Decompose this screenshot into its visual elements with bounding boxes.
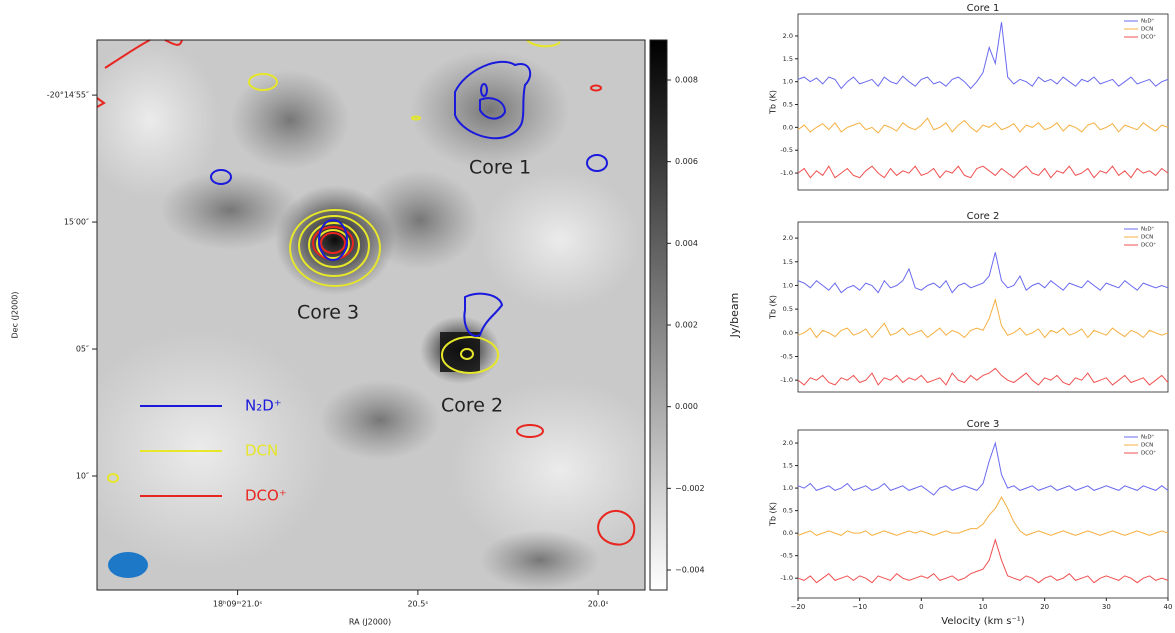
legend-label: DCN bbox=[1141, 235, 1153, 241]
figure: Dec (J2000) RA (J2000) Jy/beam 18ʰ09ᵐ21.… bbox=[0, 0, 1175, 633]
beam bbox=[108, 552, 148, 578]
y-tick-label: 1.0 bbox=[783, 78, 793, 86]
y-tick-label: -0.5 bbox=[780, 552, 793, 560]
intensity-image bbox=[70, 40, 670, 590]
y-tick-label: 0.0 bbox=[783, 329, 793, 337]
legend-label: N₂D⁺ bbox=[1141, 434, 1155, 441]
y-axis-label: Tb (K) bbox=[769, 90, 778, 115]
y-tick-label: 10″ bbox=[76, 471, 89, 480]
y-tick-label: -1.0 bbox=[780, 376, 793, 384]
y-tick-label: -20°14′55″ bbox=[47, 91, 89, 100]
spectrum-line bbox=[798, 540, 1168, 583]
y-tick-label: 1.5 bbox=[783, 462, 793, 470]
colorbar-tick-label: 0.004 bbox=[675, 239, 698, 248]
x-tick-label: 40 bbox=[1164, 603, 1173, 611]
colorbar bbox=[650, 40, 667, 590]
colorbar-tick-label: 0.000 bbox=[675, 402, 698, 411]
legend-label: N₂D⁺ bbox=[1141, 18, 1155, 25]
y-tick-label: -1.0 bbox=[780, 574, 793, 582]
legend-label: N₂D⁺ bbox=[245, 397, 282, 415]
legend-label: DCO⁺ bbox=[1141, 450, 1156, 457]
panel-title: Core 2 bbox=[967, 211, 1000, 222]
legend-label: DCO⁺ bbox=[1141, 242, 1156, 249]
y-tick-label: 05″ bbox=[76, 345, 89, 354]
y-tick-label: 0.0 bbox=[783, 529, 793, 537]
legend-label: DCO⁺ bbox=[1141, 34, 1156, 41]
y-tick-label: 0.5 bbox=[783, 305, 793, 313]
y-tick-label: 1.5 bbox=[783, 55, 793, 63]
x-tick-label: 20.5ˢ bbox=[407, 600, 428, 609]
x-tick-label: 10 bbox=[979, 603, 988, 611]
colorbar-tick-label: 0.008 bbox=[675, 76, 698, 85]
y-tick-label: 0.5 bbox=[783, 507, 793, 515]
y-tick-label: -0.5 bbox=[780, 146, 793, 154]
x-tick-label: 0 bbox=[919, 603, 923, 611]
x-tick-label: 20.0ˢ bbox=[588, 600, 609, 609]
y-axis-label: Tb (K) bbox=[769, 295, 778, 320]
y-tick-label: 1.0 bbox=[783, 484, 793, 492]
legend-label: DCN bbox=[245, 442, 278, 460]
y-tick-label: 1.5 bbox=[783, 258, 793, 266]
spectrum-line bbox=[798, 118, 1168, 133]
panel-frame bbox=[798, 222, 1168, 392]
colorbar-tick-label: 0.006 bbox=[675, 157, 698, 166]
x-tick-label: −20 bbox=[791, 603, 806, 611]
x-tick-label: 20 bbox=[1040, 603, 1049, 611]
spectrum-line bbox=[798, 368, 1168, 385]
x-tick-label: 18ʰ09ᵐ21.0ˢ bbox=[213, 600, 262, 609]
legend-label: DCO⁺ bbox=[245, 487, 287, 505]
colorbar-tick-label: −0.002 bbox=[675, 484, 705, 493]
y-tick-label: 2.0 bbox=[783, 32, 793, 40]
panel-frame bbox=[798, 14, 1168, 190]
y-tick-label: -1.0 bbox=[780, 169, 793, 177]
spectrum-line bbox=[798, 497, 1168, 535]
spectrum-line bbox=[798, 300, 1168, 338]
panel-title: Core 1 bbox=[967, 3, 1000, 14]
y-axis-label: Tb (K) bbox=[769, 502, 778, 527]
colorbar-tick-label: −0.004 bbox=[675, 565, 705, 574]
y-tick-label: 0.5 bbox=[783, 101, 793, 109]
core-label: Core 2 bbox=[441, 395, 503, 417]
y-axis-label: Dec (J2000) bbox=[11, 292, 20, 339]
legend-label: DCN bbox=[1141, 443, 1153, 449]
y-tick-label: 2.0 bbox=[783, 234, 793, 242]
y-tick-label: 2.0 bbox=[783, 439, 793, 447]
panel-frame bbox=[798, 430, 1168, 598]
core-label: Core 3 bbox=[297, 302, 359, 324]
x-tick-label: 30 bbox=[1102, 603, 1111, 611]
x-axis-label: RA (J2000) bbox=[349, 618, 391, 627]
y-tick-label: 0.0 bbox=[783, 123, 793, 131]
spectrum-line bbox=[798, 166, 1168, 178]
y-tick-label: -0.5 bbox=[780, 352, 793, 360]
spectrum-line bbox=[798, 443, 1168, 495]
spectrum-line bbox=[798, 252, 1168, 292]
y-tick-label: 15′00″ bbox=[64, 218, 89, 227]
colorbar-tick-label: 0.002 bbox=[675, 321, 698, 330]
spectrum-line bbox=[798, 22, 1168, 88]
legend-label: N₂D⁺ bbox=[1141, 226, 1155, 233]
panel-title: Core 3 bbox=[967, 419, 1000, 430]
legend-label: DCN bbox=[1141, 27, 1153, 33]
x-tick-label: −10 bbox=[852, 603, 867, 611]
y-tick-label: 1.0 bbox=[783, 281, 793, 289]
x-axis-label: Velocity (km s⁻¹) bbox=[941, 616, 1025, 627]
core-label: Core 1 bbox=[469, 157, 531, 179]
colorbar-label: Jy/beam bbox=[728, 293, 741, 339]
